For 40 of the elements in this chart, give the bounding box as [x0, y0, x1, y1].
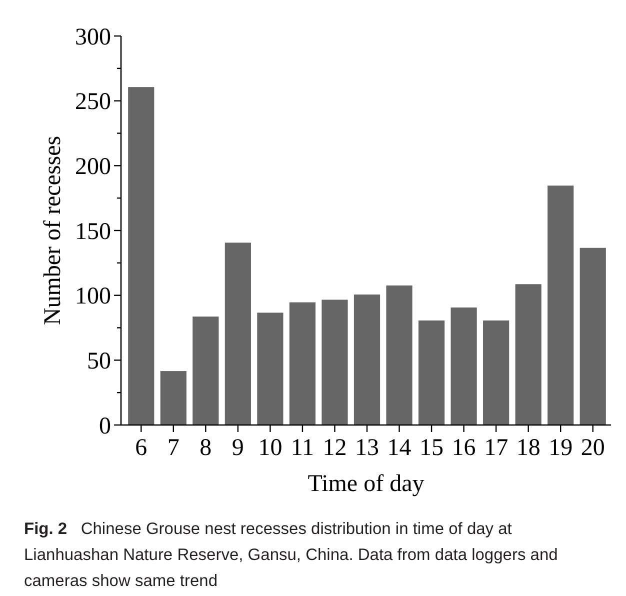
x-tick-label: 7 [167, 435, 180, 461]
x-tick-label: 9 [232, 435, 244, 461]
y-tick-label: 200 [75, 154, 111, 180]
bar [546, 184, 575, 426]
x-tick-label: 17 [484, 435, 508, 461]
bar [159, 370, 188, 426]
bar [482, 319, 510, 426]
bar [352, 294, 382, 426]
x-tick-label: 16 [452, 435, 476, 461]
x-tick-label: 12 [322, 435, 347, 461]
x-tick-label: 10 [258, 435, 282, 461]
y-tick-label: 100 [75, 284, 111, 310]
bar [320, 298, 349, 426]
x-tick-label: 14 [387, 435, 412, 461]
y-tick-label: 0 [99, 413, 111, 440]
x-tick-label: 11 [290, 435, 314, 461]
x-tick-label: 15 [420, 435, 444, 461]
x-tick-label: 6 [135, 435, 148, 461]
x-tick-label: 20 [580, 435, 605, 461]
x-tick-label: 13 [355, 435, 379, 461]
bar [127, 86, 156, 426]
bar [224, 242, 252, 426]
y-tick-label: 250 [75, 89, 111, 116]
x-tick-label: 8 [200, 435, 212, 461]
y-tick-label: 50 [87, 348, 111, 375]
y-axis-title: Number of recesses [40, 136, 66, 326]
x-axis-title: Time of day [308, 471, 424, 497]
x-tick-label: 18 [516, 435, 540, 461]
bar [288, 301, 317, 426]
x-tick-label: 19 [548, 435, 573, 461]
bar [578, 246, 607, 426]
bar [256, 312, 284, 426]
bar [450, 306, 478, 426]
bar [514, 283, 542, 426]
bar [192, 316, 220, 426]
y-tick-label: 300 [75, 24, 111, 50]
bar [417, 319, 446, 426]
bar [385, 284, 414, 426]
y-tick-label: 150 [75, 218, 111, 245]
caption: Fig. 2 [24, 520, 81, 538]
